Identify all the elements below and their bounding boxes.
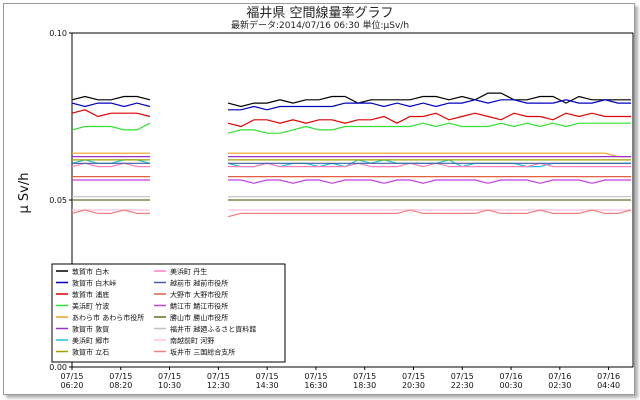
series-line-0: [227, 92, 631, 108]
legend-label: 南越前町 河野: [170, 336, 214, 345]
x-tick-time: 10:30: [158, 381, 181, 390]
legend-label: 敦賀市 浦底: [72, 290, 109, 299]
x-tick-date: 07/15: [304, 372, 327, 381]
legend-label: 越前市 越前市役所: [170, 279, 228, 288]
x-tick-time: 02:30: [548, 381, 571, 390]
series-line-3: [71, 122, 151, 131]
series-line-2: [71, 109, 151, 118]
x-tick-date: 07/15: [451, 372, 474, 381]
chart-subtitle: 最新データ:2014/07/16 06:30 単位:μSv/h: [230, 21, 410, 31]
x-tick-time: 04:40: [597, 381, 620, 390]
x-tick-date: 07/16: [548, 372, 571, 381]
x-tick-time: 08:20: [109, 381, 132, 390]
x-tick-labels: 07/1506:2007/1508:2007/1510:3007/1512:30…: [60, 372, 620, 390]
x-tick-time: 16:30: [304, 381, 327, 390]
x-tick-date: 07/16: [597, 372, 620, 381]
legend-label: 敦賀市 敦賀: [72, 325, 109, 334]
x-tick-time: 14:30: [256, 381, 279, 390]
x-tick-time: 12:30: [207, 381, 230, 390]
series-line-15: [71, 209, 150, 214]
x-tick-date: 07/15: [256, 372, 279, 381]
legend-label: 美浜町 丹生: [170, 267, 207, 276]
x-tick-date: 07/15: [402, 372, 425, 381]
series-line-1: [228, 99, 631, 111]
x-tick-date: 07/15: [353, 372, 376, 381]
legend-label: 美浜町 竹波: [72, 302, 109, 311]
series-lines: [71, 92, 632, 218]
x-tick-date: 07/15: [60, 372, 83, 381]
x-tick-time: 00:30: [500, 381, 523, 390]
legend-label: 鯖江市 鯖江市役所: [170, 302, 228, 311]
x-tick-date: 07/15: [207, 372, 230, 381]
x-tick-time: 22:30: [451, 381, 474, 390]
legend-box: [51, 263, 286, 363]
series-line-3: [227, 122, 631, 134]
series-line-2: [227, 112, 631, 128]
legend-label: 敦賀市 立石: [72, 348, 109, 357]
y-tick-label: 0.10: [49, 29, 67, 38]
x-tick-time: 18:30: [353, 381, 376, 390]
legend-label: あわら市 あわら市役所: [72, 313, 144, 322]
series-line-11: [228, 179, 631, 184]
y-tick-label: 0.05: [49, 196, 67, 205]
legend-label: 敦賀市 白木峠: [72, 279, 116, 288]
y-tick-labels: 0.00 0.05 0.10: [49, 29, 67, 372]
x-tick-time: 06:20: [60, 381, 83, 390]
legend-label: 美浜町 郷市: [72, 336, 109, 345]
x-tick-date: 07/15: [109, 372, 132, 381]
legend-label: 大野市 大野市役所: [170, 290, 228, 299]
series-line-15: [227, 209, 632, 218]
legend-label: 福井市 越廼ふるさと資料館: [170, 325, 256, 334]
series-line-8: [228, 162, 631, 168]
series-line-0: [71, 95, 151, 101]
x-tick-date: 07/16: [500, 372, 523, 381]
x-tick-time: 20:30: [402, 381, 425, 390]
legend-label: 敦賀市 白木: [72, 267, 109, 276]
series-line-1: [71, 102, 151, 108]
chart-title: 福井県 空間線量率グラフ: [246, 6, 394, 21]
series-line-4: [228, 152, 631, 158]
y-tick-label: 0.00: [49, 363, 67, 372]
x-tick-date: 07/15: [158, 372, 181, 381]
legend-label: 勝山市 勝山市役所: [170, 313, 228, 322]
legend-label: 坂井市 三国総合支所: [170, 348, 235, 357]
